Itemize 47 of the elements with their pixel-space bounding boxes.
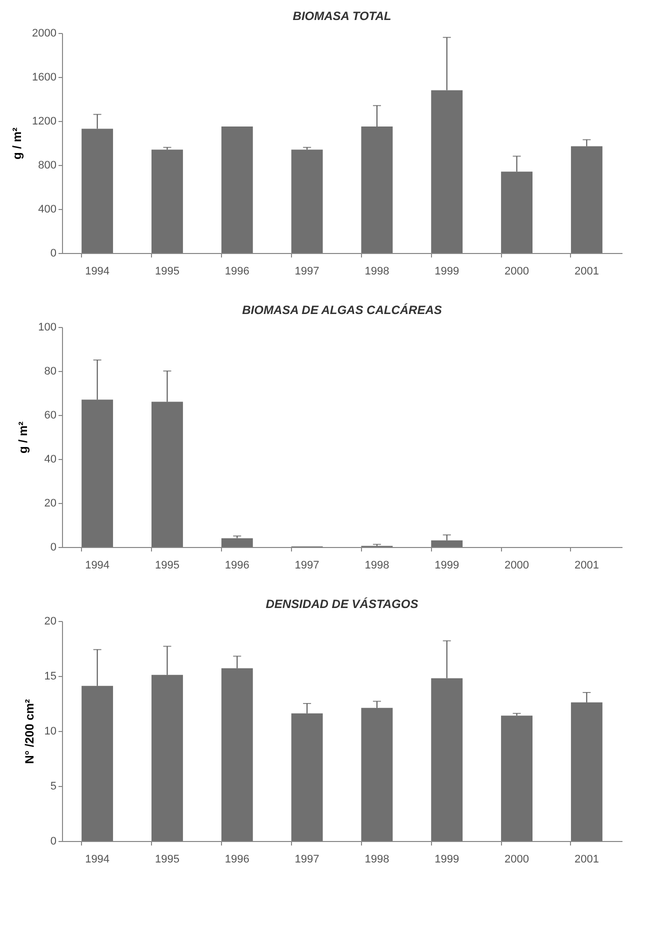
y-axis-title: g / m²: [10, 128, 24, 160]
y-tick-label: 20: [44, 616, 56, 628]
chart-title: BIOMASA DE ALGAS CALCÁREAS: [242, 303, 442, 317]
x-tick-label: 1996: [224, 266, 250, 278]
x-tick-label: 1994: [85, 266, 110, 278]
x-tick-label: 1998: [364, 854, 390, 866]
chart-title: BIOMASA TOTAL: [292, 9, 392, 23]
x-tick-label: 2001: [574, 266, 599, 278]
y-tick-label: 10: [44, 726, 56, 738]
x-tick-label: 2000: [504, 560, 530, 572]
y-tick-label: 60: [44, 410, 56, 422]
y-tick-label: 15: [44, 670, 56, 682]
y-tick-label: 5: [50, 780, 56, 792]
x-tick-label: 1998: [364, 266, 390, 278]
y-axis-title: g / m²: [16, 422, 30, 454]
y-tick-label: 400: [38, 204, 56, 216]
y-tick-label: 800: [38, 160, 56, 172]
y-tick-label: 0: [50, 542, 56, 554]
x-tick-label: 1995: [154, 266, 180, 278]
chart-title: DENSIDAD DE VÁSTAGOS: [266, 597, 418, 611]
x-tick-label: 1997: [294, 266, 320, 278]
y-tick-label: 1600: [32, 72, 56, 84]
x-tick-label: 1998: [364, 560, 390, 572]
x-tick-label: 1999: [434, 266, 460, 278]
x-tick-label: 2001: [574, 854, 599, 866]
y-tick-label: 2000: [32, 28, 56, 40]
y-tick-label: 40: [44, 454, 56, 466]
x-tick-label: 1999: [434, 854, 460, 866]
x-tick-label: 1996: [224, 560, 250, 572]
y-tick-label: 1200: [32, 116, 56, 128]
y-axis-title: N° /200 cm²: [22, 699, 36, 764]
x-tick-label: 1996: [224, 854, 250, 866]
x-tick-label: 1999: [434, 560, 460, 572]
y-tick-label: 100: [38, 322, 56, 334]
y-tick-label: 0: [50, 248, 56, 260]
x-tick-label: 1997: [294, 560, 320, 572]
x-tick-label: 1994: [85, 560, 110, 572]
x-tick-label: 1994: [85, 854, 110, 866]
y-tick-label: 20: [44, 498, 56, 510]
x-tick-label: 2000: [504, 854, 530, 866]
x-tick-label: 1995: [154, 854, 180, 866]
x-tick-label: 2000: [504, 266, 530, 278]
y-tick-label: 0: [50, 836, 56, 848]
x-tick-label: 1997: [294, 854, 320, 866]
x-tick-label: 2001: [574, 560, 599, 572]
y-tick-label: 80: [44, 366, 56, 378]
x-tick-label: 1995: [154, 560, 180, 572]
